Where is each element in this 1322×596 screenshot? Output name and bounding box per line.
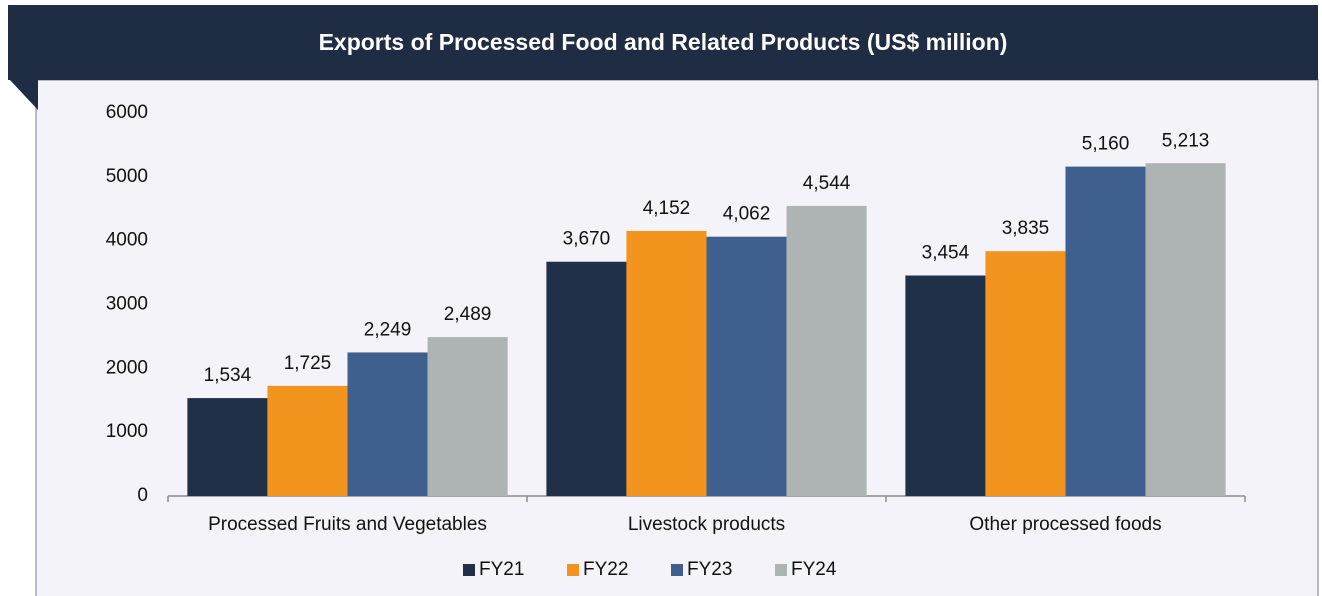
y-tick-label: 3000 — [106, 294, 148, 315]
bar — [985, 251, 1066, 496]
bar — [267, 385, 348, 496]
value-label: 2,489 — [444, 304, 492, 325]
y-tick-label: 5000 — [106, 166, 148, 187]
legend-swatch — [775, 564, 787, 576]
y-tick-label: 1000 — [106, 421, 148, 442]
value-label: 5,160 — [1082, 134, 1130, 155]
value-label: 2,249 — [364, 319, 412, 340]
legend-swatch — [567, 564, 579, 576]
bar — [427, 337, 508, 496]
x-tick-label: Other processed foods — [969, 514, 1161, 535]
banner-corner — [10, 80, 38, 110]
value-label: 3,670 — [563, 229, 611, 250]
value-label: 4,152 — [643, 198, 691, 219]
legend-label: FY22 — [583, 559, 628, 580]
y-tick-label: 0 — [137, 485, 148, 506]
bar — [1065, 166, 1146, 496]
value-label: 3,835 — [1002, 218, 1050, 239]
bar — [546, 261, 627, 496]
value-label: 4,062 — [723, 204, 771, 225]
value-label: 4,544 — [803, 173, 851, 194]
bar — [347, 352, 428, 496]
bar — [905, 275, 986, 496]
chart-title: Exports of Processed Food and Related Pr… — [319, 29, 1008, 55]
y-tick-label: 2000 — [106, 357, 148, 378]
legend-swatch — [671, 564, 683, 576]
x-tick-label: Processed Fruits and Vegetables — [208, 514, 487, 535]
bar — [706, 236, 787, 497]
y-tick-label: 4000 — [106, 230, 148, 251]
value-label: 1,534 — [204, 365, 252, 386]
title-banner — [8, 5, 1318, 80]
value-label: 5,213 — [1162, 130, 1210, 151]
bar — [786, 205, 867, 496]
value-label: 3,454 — [922, 243, 970, 264]
bar — [1145, 163, 1226, 497]
legend-label: FY23 — [687, 559, 732, 580]
bar — [187, 398, 268, 496]
legend-label: FY21 — [479, 559, 524, 580]
legend-label: FY24 — [791, 559, 837, 580]
y-tick-label: 6000 — [106, 102, 148, 123]
value-label: 1,725 — [284, 353, 332, 374]
legend-swatch — [463, 564, 475, 576]
bar — [626, 230, 707, 497]
x-tick-label: Livestock products — [628, 514, 785, 535]
